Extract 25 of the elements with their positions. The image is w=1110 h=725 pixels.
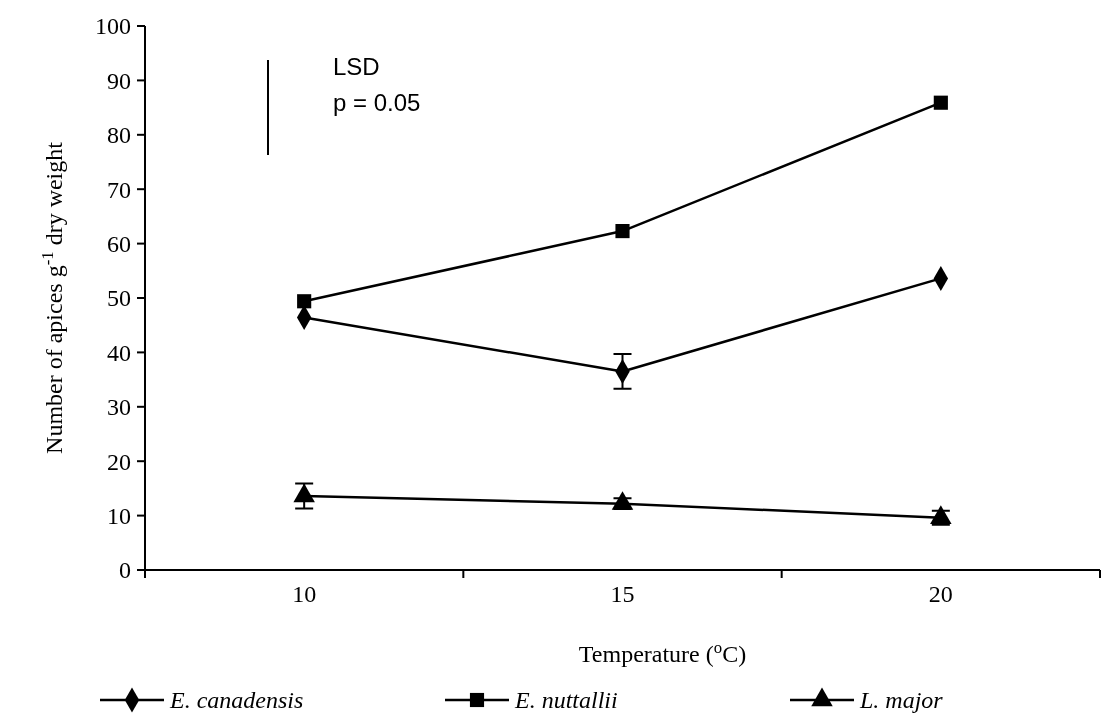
point [611,491,634,510]
y-tick-label: 70 [107,176,131,203]
x-tick-label: 15 [610,581,635,607]
y-tick-label: 20 [107,448,131,475]
point [615,224,630,239]
legend-label: E. nuttallii [514,687,618,714]
legend-label: L. major [859,687,944,714]
x-tick-label: 10 [292,581,317,607]
annotation: LSD [333,53,380,80]
point [293,483,315,503]
x-tick-label: 20 [928,581,953,607]
point [930,505,952,524]
y-tick-label: 30 [107,394,131,421]
y-tick-label: 60 [107,231,131,257]
annotation: p = 0.05 [333,89,421,116]
point [297,294,312,309]
x-axis-title: Temperature ($^{o}$C) [578,637,747,667]
y-tick-label: 100 [95,13,131,40]
y-tick-label: 80 [107,122,131,149]
legend-label: E. canadensis [169,687,304,714]
y-tick-label: 40 [107,339,131,366]
y-tick-label: 0 [119,557,131,584]
y-tick-label: 90 [107,67,131,94]
y-tick-label: 10 [107,503,131,529]
y-tick-label: 50 [107,285,131,312]
